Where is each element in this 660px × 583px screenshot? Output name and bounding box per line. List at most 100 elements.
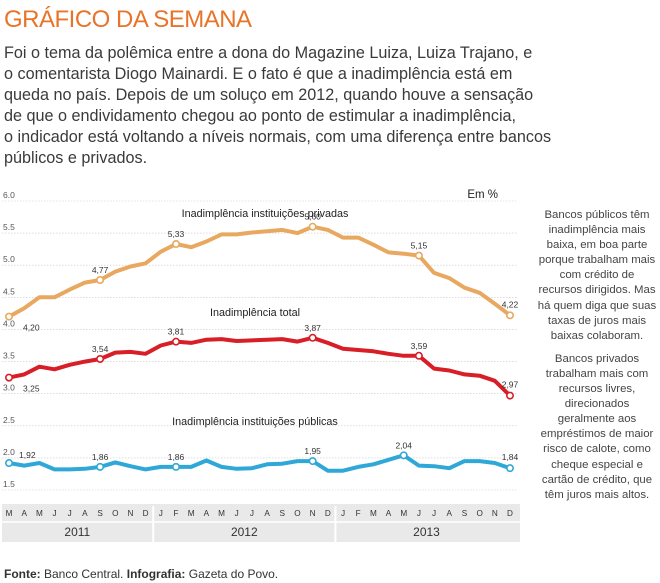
data-point — [399, 451, 408, 460]
data-point — [5, 373, 14, 382]
y-tick-label: 4.5 — [3, 286, 15, 296]
month-tick-label: J — [250, 509, 254, 518]
month-tick-label: F — [173, 509, 178, 518]
data-label: 3,54 — [92, 344, 109, 354]
data-label: 1,86 — [92, 452, 109, 462]
year-label: 2011 — [64, 525, 90, 539]
data-point — [308, 222, 317, 231]
month-tick-label: S — [280, 509, 286, 518]
y-axis-labels: 6.0 5.5 5.0 4.5 4.0 3.5 3.0 2.5 2.0 1.5 — [3, 190, 15, 489]
month-tick-label: O — [294, 509, 300, 518]
unit-label: Em % — [467, 189, 498, 201]
axis-band-background — [2, 504, 520, 542]
data-label: 2,04 — [395, 440, 412, 450]
series-publicas: 1,92 1,86 1,86 1,95 2,04 1,84 Inadimplência in… — [5, 416, 519, 473]
series-group: 4,20 4,77 5,33 5,60 5,15 4,22 Inadimplência in… — [5, 208, 519, 473]
month-tick-label: A — [264, 509, 270, 518]
month-tick-label: J — [159, 509, 163, 518]
y-tick-label: 4.0 — [3, 318, 15, 328]
month-tick-label: J — [432, 509, 436, 518]
data-label: 1,84 — [502, 452, 519, 462]
data-point — [414, 351, 423, 360]
data-point — [96, 462, 105, 471]
month-tick-label: N — [127, 509, 133, 518]
year-label: 2013 — [413, 525, 440, 539]
month-tick-label: A — [447, 509, 453, 518]
data-point — [414, 251, 423, 260]
month-tick-label: D — [507, 509, 513, 518]
series-line-total — [7, 335, 512, 398]
series-title-publicas: Inadimplência instituições públicas — [172, 416, 338, 428]
data-label: 3,87 — [304, 323, 321, 333]
month-tick-label: J — [417, 509, 421, 518]
data-point — [5, 459, 14, 468]
y-tick-label: 5.5 — [3, 222, 15, 232]
source-value: Banco Central. — [44, 567, 124, 581]
data-label: 1,95 — [304, 446, 321, 456]
data-label: 4,22 — [502, 299, 519, 309]
month-tick-label: D — [143, 509, 149, 518]
series-title-total: Inadimplência total — [210, 307, 300, 319]
data-label: 3,25 — [23, 384, 40, 394]
y-tick-label: 3.5 — [3, 351, 15, 361]
sidebar-paragraph-public: Bancos públicos têm inadimplência mais b… — [537, 209, 657, 342]
data-label: 3,81 — [168, 327, 185, 337]
data-label: 2,97 — [502, 380, 519, 390]
month-tick-label: D — [325, 509, 331, 518]
sidebar-paragraph-private: Bancos privados trabalham mais com recur… — [540, 352, 654, 501]
data-point — [172, 337, 181, 346]
data-label: 1,86 — [168, 452, 185, 462]
month-tick-label: A — [21, 509, 27, 518]
series-privadas: 4,20 4,77 5,33 5,60 5,15 4,22 Inadimplência in… — [5, 208, 519, 333]
data-point — [172, 462, 181, 471]
infographic-label: Infografia: — [126, 567, 186, 581]
year-label: 2012 — [231, 525, 258, 539]
month-tick-label: A — [204, 509, 210, 518]
month-tick-label: M — [218, 509, 225, 518]
series-line-publicas — [7, 453, 512, 473]
month-tick-label: O — [112, 509, 118, 518]
data-label: 4,20 — [23, 323, 40, 333]
data-label: 5,33 — [168, 229, 185, 239]
y-tick-label: 1.5 — [3, 479, 15, 489]
grid-lines — [2, 200, 518, 491]
data-point — [505, 464, 514, 473]
month-tick-label: S — [462, 509, 468, 518]
intro-text: Foi o tema da polêmica entre a dona do M… — [4, 44, 552, 167]
series-title-privadas: Inadimplência instituições privadas — [182, 208, 349, 220]
month-tick-label: N — [492, 509, 498, 518]
month-tick-label: M — [400, 509, 407, 518]
data-label: 4,77 — [92, 265, 109, 275]
month-tick-label: A — [386, 509, 392, 518]
data-point — [308, 457, 317, 466]
month-tick-label: J — [235, 509, 239, 518]
infographic-value: Gazeta do Povo. — [188, 567, 279, 581]
month-tick-label: S — [97, 509, 103, 518]
data-point — [505, 391, 514, 400]
source-footer: Fonte: Banco Central. Infografia: Gazeta… — [4, 567, 278, 581]
data-point — [96, 275, 105, 284]
data-label: 5,60 — [304, 212, 321, 222]
series-total: 3,25 3,54 3,81 3,87 3,59 2,97 Inadimplência to… — [5, 307, 519, 400]
y-tick-label: 6.0 — [3, 190, 15, 200]
month-tick-label: J — [341, 509, 345, 518]
data-label: 1,92 — [19, 450, 36, 460]
month-tick-label: J — [68, 509, 72, 518]
source-label: Fonte: — [4, 567, 41, 581]
month-tick-label: M — [36, 509, 43, 518]
data-point — [308, 333, 317, 342]
month-tick-label: N — [310, 509, 316, 518]
data-point — [172, 240, 181, 249]
data-point — [96, 354, 105, 363]
y-tick-label: 2.0 — [3, 447, 15, 457]
sidebar-note: Bancos públicos têm inadimplência mais b… — [537, 208, 657, 511]
y-tick-label: 3.0 — [3, 383, 15, 393]
month-tick-label: M — [370, 509, 377, 518]
data-label: 3,59 — [411, 341, 428, 351]
y-tick-label: 5.0 — [3, 254, 15, 264]
data-point — [5, 312, 14, 321]
month-tick-label: O — [476, 509, 482, 518]
month-tick-label: M — [6, 509, 13, 518]
